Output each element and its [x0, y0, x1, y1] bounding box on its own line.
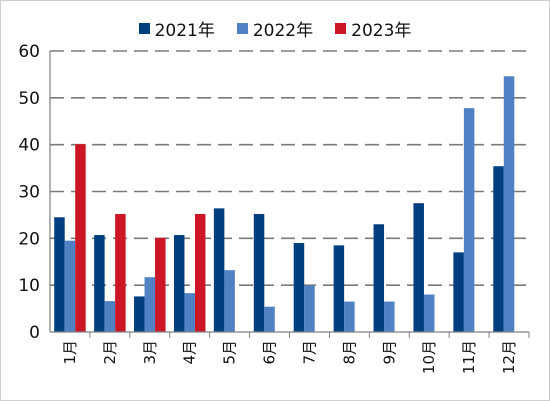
bar-2-5	[224, 270, 235, 332]
bar-3-2	[115, 213, 126, 332]
bar-1-10	[413, 203, 424, 332]
x-tick-label: 1月	[61, 340, 79, 365]
bar-1-6	[253, 213, 265, 332]
bars	[54, 76, 515, 333]
x-tick-group: 11月	[460, 340, 478, 374]
legend-item-2021: 2021年	[138, 16, 215, 41]
bar-2-3	[144, 277, 156, 332]
x-tick-group: 2月	[101, 340, 119, 365]
legend: 2021年 2022年 2023年	[0, 14, 550, 42]
bar-2-10	[423, 294, 435, 332]
x-tick-group: 4月	[181, 340, 199, 365]
x-tick-label: 7月	[300, 340, 318, 365]
bar-1-9	[373, 224, 385, 332]
bar-1-1	[54, 217, 65, 332]
legend-swatch-2023	[335, 22, 347, 34]
bar-1-3	[134, 296, 145, 332]
bar-1-4	[173, 235, 185, 332]
legend-label-2021: 2021年	[154, 20, 215, 41]
bar-3-4	[194, 213, 206, 332]
y-tick-label: 40	[18, 136, 40, 156]
legend-label-2022: 2022年	[252, 20, 314, 41]
bar-2-8	[344, 301, 355, 332]
x-tick-label: 4月	[181, 340, 199, 365]
x-tick-label: 5月	[221, 340, 239, 365]
bar-1-5	[213, 208, 225, 332]
x-tick-group: 5月	[221, 340, 239, 365]
bar-1-2	[94, 235, 105, 332]
x-tick-group: 1月	[61, 340, 79, 365]
legend-item-2022: 2022年	[236, 16, 314, 41]
y-tick-label: 20	[18, 229, 40, 249]
x-tick-group: 10月	[420, 340, 438, 374]
bar-2-11	[463, 108, 475, 333]
bar-1-7	[293, 243, 305, 332]
x-tick-labels: 1月 2月 3月 4月 5月 6月 7月 8月 9月 10月 11月 12月	[61, 340, 518, 374]
x-tick-group: 9月	[380, 340, 398, 365]
legend-swatch-2021	[138, 22, 150, 34]
y-tick-label: 10	[18, 276, 40, 296]
bar-1-12	[493, 166, 504, 332]
bar-3-1	[75, 144, 86, 332]
x-tick-label: 2月	[101, 340, 119, 365]
bar-3-3	[155, 237, 166, 332]
y-tick-label: 30	[18, 183, 40, 203]
bar-2-6	[264, 306, 275, 332]
x-tick-label: 12月	[500, 340, 518, 374]
gridlines	[50, 50, 529, 286]
legend-item-2023: 2023年	[335, 16, 411, 41]
y-tick-label: 50	[18, 89, 40, 109]
x-tick-label: 10月	[420, 340, 438, 374]
y-tick-labels: 0 10 20 30 40 50 60	[18, 42, 40, 343]
x-tick-group: 3月	[141, 340, 159, 365]
bar-1-8	[333, 245, 345, 332]
bar-2-4	[184, 293, 195, 332]
bar-1-11	[453, 252, 464, 332]
bar-2-1	[64, 240, 76, 332]
bar-2-12	[503, 76, 515, 332]
legend-label-2023: 2023年	[351, 20, 412, 41]
bar-2-7	[304, 285, 315, 332]
x-tick-group: 12月	[500, 340, 518, 374]
y-tick-label: 0	[29, 323, 40, 343]
x-tick-group: 7月	[300, 340, 318, 365]
bar-2-9	[384, 301, 395, 332]
x-tick-label: 11月	[460, 340, 478, 374]
x-tick-group: 6月	[261, 340, 279, 365]
x-tick-group: 8月	[340, 340, 358, 365]
x-tick-label: 6月	[261, 340, 279, 365]
x-tick-label: 9月	[380, 340, 398, 365]
legend-swatch-2022	[236, 22, 248, 34]
axes	[49, 51, 530, 338]
y-tick-label: 60	[18, 42, 40, 62]
x-tick-label: 8月	[340, 340, 358, 365]
bar-2-2	[104, 301, 116, 332]
x-tick-label: 3月	[141, 340, 159, 365]
